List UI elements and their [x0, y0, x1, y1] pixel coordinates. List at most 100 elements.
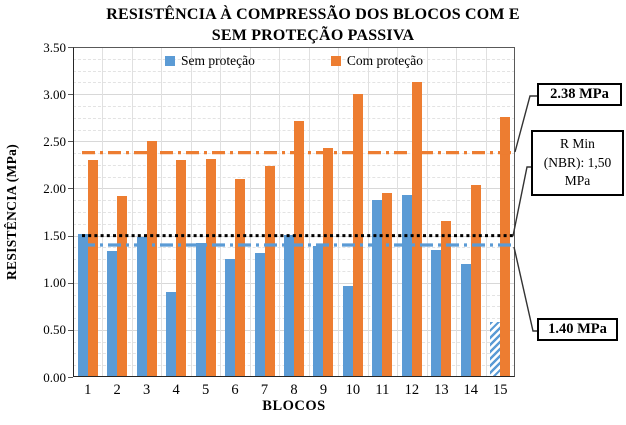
gridline-horizontal: [73, 58, 515, 60]
y-tick-mark: [68, 377, 73, 378]
x-tick-label: 15: [493, 382, 508, 398]
y-tick-label: 2.00: [43, 180, 66, 196]
gridline-horizontal: [73, 117, 515, 119]
gridline-vertical: [161, 47, 163, 377]
gridline-horizontal: [73, 82, 515, 84]
gridline-vertical: [456, 47, 458, 377]
gridline-vertical: [220, 47, 222, 377]
bar-sem-proteção-block-4: [166, 292, 177, 377]
x-tick-label: 5: [201, 382, 210, 398]
bar-com-proteção-block-6: [235, 179, 246, 377]
gridline-vertical: [367, 47, 369, 377]
y-tick-label: 3.00: [43, 86, 66, 102]
legend: Sem proteção Com proteção: [73, 53, 515, 69]
annotation-rmin-nbr: R Min (NBR): 1,50 MPa: [531, 130, 624, 196]
annotation-1-40-mpa: 1.40 MPa: [537, 318, 618, 341]
x-tick-label: 11: [375, 382, 390, 398]
x-tick-label: 4: [172, 382, 180, 398]
chart-title: RESISTÊNCIA À COMPRESSÃO DOS BLOCOS COM …: [106, 6, 520, 44]
y-tick-label: 1.50: [43, 228, 66, 244]
bar-com-proteção-block-11: [382, 193, 393, 377]
annotation-2-38-mpa: 2.38 MPa: [537, 83, 622, 106]
bar-com-proteção-block-13: [441, 221, 452, 377]
y-tick-label: 0.00: [43, 369, 66, 385]
gridline-vertical: [190, 47, 192, 377]
bar-com-proteção-block-1: [87, 160, 98, 377]
y-tick-label: 1.00: [43, 275, 66, 291]
x-tick-label: 2: [113, 382, 121, 398]
legend-swatch: [165, 56, 176, 66]
reference-lines: [82, 150, 513, 247]
bar-sem-proteção-block-3: [136, 237, 147, 377]
leader-line-2-38: [514, 95, 537, 153]
bar-sem-proteção-block-9: [313, 245, 324, 377]
x-tick-label: 14: [463, 382, 479, 398]
x-tick-label: 9: [319, 382, 328, 398]
gridline-vertical: [338, 47, 340, 377]
y-tick-mark: [68, 47, 73, 48]
x-axis-title: BLOCOS: [262, 398, 326, 414]
y-tick-mark: [68, 94, 73, 96]
y-tick-mark: [68, 141, 73, 143]
bar-com-proteção-block-12: [411, 81, 422, 377]
bar-com-proteção-block-5: [205, 159, 216, 377]
leader-line-1-40: [513, 246, 538, 332]
bar-sem-proteção-block-13: [431, 249, 442, 377]
bar-com-proteção-block-9: [323, 147, 334, 377]
bar-sem-proteção-block-15: [490, 322, 501, 377]
x-tick-label: 1: [84, 382, 92, 398]
x-tick-label: 7: [260, 382, 269, 398]
bar-com-proteção-block-4: [176, 160, 187, 377]
bar-sem-proteção-block-2: [107, 250, 118, 377]
legend-item-com-proteção: Com proteção: [330, 53, 423, 69]
y-tick-label: 3.50: [43, 39, 66, 55]
gridline-vertical: [485, 47, 487, 377]
x-tick-label: 10: [345, 382, 361, 398]
y-tick-mark: [68, 329, 73, 331]
gridline-vertical: [131, 47, 133, 377]
gridline-vertical: [249, 47, 251, 377]
bar-com-proteção-block-10: [352, 94, 363, 377]
bar-sem-proteção-block-11: [372, 199, 383, 377]
bar-com-proteção-block-14: [470, 184, 481, 377]
y-tick-mark: [68, 235, 73, 237]
x-tick-label: 12: [404, 382, 420, 398]
legend-label: Com proteção: [346, 53, 423, 68]
y-tick-mark: [68, 282, 73, 284]
gridline-horizontal: [73, 94, 515, 96]
gridline-horizontal: [73, 105, 515, 107]
bar-com-proteção-block-8: [294, 120, 304, 377]
y-tick-mark: [68, 188, 73, 190]
y-tick-label: 2.50: [43, 133, 66, 149]
plot-area: [73, 47, 515, 377]
x-tick-label: 3: [143, 382, 151, 398]
gridline-vertical: [279, 47, 281, 377]
bar-sem-proteção-block-7: [254, 252, 265, 377]
bar-sem-proteção-block-8: [284, 234, 294, 377]
legend-item-sem-proteção: Sem proteção: [165, 53, 255, 69]
bar-sem-proteção-block-1: [77, 233, 88, 377]
gridline-vertical: [426, 47, 428, 377]
y-tick-label: 0.50: [43, 322, 66, 338]
x-tick-label: 8: [290, 382, 298, 398]
bar-com-proteção-block-7: [264, 165, 275, 377]
x-tick-label: 13: [434, 382, 449, 398]
bar-com-proteção-block-2: [117, 195, 128, 377]
bar-com-proteção-block-3: [146, 141, 157, 377]
gridline-vertical: [308, 47, 310, 377]
legend-swatch: [330, 56, 341, 66]
bar-com-proteção-block-15: [500, 116, 511, 377]
bar-sem-proteção-block-12: [401, 195, 412, 377]
bar-sem-proteção-block-6: [225, 259, 236, 377]
leader-line-rmin: [512, 166, 531, 237]
legend-label: Sem proteção: [181, 53, 255, 68]
bar-sem-proteção-block-14: [460, 263, 471, 377]
x-tick-label: 6: [231, 382, 239, 398]
gridline-vertical: [397, 47, 399, 377]
gridline-vertical: [102, 47, 104, 377]
bar-sem-proteção-block-10: [342, 285, 353, 377]
bar-sem-proteção-block-5: [195, 243, 206, 377]
gridline-horizontal: [73, 70, 515, 72]
